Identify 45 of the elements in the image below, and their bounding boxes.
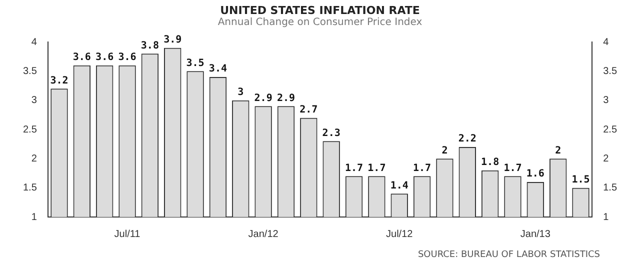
data-label: 1.7 (344, 162, 364, 174)
data-label: 1.7 (368, 162, 386, 174)
data-label: 1.7 (504, 162, 522, 174)
data-label: 1.4 (390, 180, 408, 192)
data-label: 3.6 (96, 52, 114, 63)
data-label: 2.9 (276, 92, 296, 104)
data-label: 2 (555, 145, 562, 156)
y-tick-label: 3 (31, 95, 38, 106)
data-label: 3.4 (208, 64, 227, 75)
chart-title: UNITED STATES INFLATION RATE (219, 4, 421, 17)
y-tick-label: 2.5 (22, 124, 38, 136)
data-label: 2.9 (254, 92, 272, 104)
data-label: 1.7 (413, 162, 432, 174)
y2-tick-label: 1.5 (603, 182, 618, 194)
data-label: 2.3 (322, 128, 340, 139)
x-tick-label: Jul/11 (114, 228, 141, 240)
y2-tick-label: 3 (603, 95, 610, 106)
data-label: 3.6 (118, 52, 136, 63)
chart-subtitle: Annual Change on Consumer Price Index (216, 17, 424, 28)
data-label: 2.7 (300, 104, 318, 116)
data-label: 3.5 (186, 58, 204, 69)
y2-tick-label: 4 (603, 36, 610, 48)
data-label: 2 (442, 145, 448, 156)
y-tick-label: 1 (31, 212, 38, 223)
y2-tick-label: 3.5 (603, 66, 618, 77)
data-label: 2.2 (458, 134, 476, 145)
y2-tick-label: 2 (603, 153, 610, 164)
x-tick-label: Jan/13 (520, 228, 551, 240)
y-tick-label: 3.5 (22, 66, 38, 77)
data-label: 3.9 (164, 34, 182, 46)
y-tick-label: 4 (31, 36, 38, 48)
source-note: SOURCE: BUREAU OF LABOR STATISTICS (418, 250, 600, 260)
y-tick-label: 2 (31, 153, 38, 164)
data-label: 1.6 (526, 168, 544, 180)
y2-tick-label: 2.5 (603, 124, 618, 136)
data-label: 3.2 (50, 75, 68, 86)
data-label: 3.8 (140, 40, 159, 52)
data-label: 3.6 (72, 52, 91, 63)
x-tick-label: Jul/12 (386, 228, 414, 240)
y-tick-label: 1.5 (22, 182, 38, 194)
data-label: 1.5 (572, 174, 590, 186)
data-label: 1.8 (481, 156, 500, 168)
data-label: 3 (238, 86, 244, 98)
y2-tick-label: 1 (603, 212, 610, 223)
x-tick-label: Jan/12 (248, 228, 279, 240)
